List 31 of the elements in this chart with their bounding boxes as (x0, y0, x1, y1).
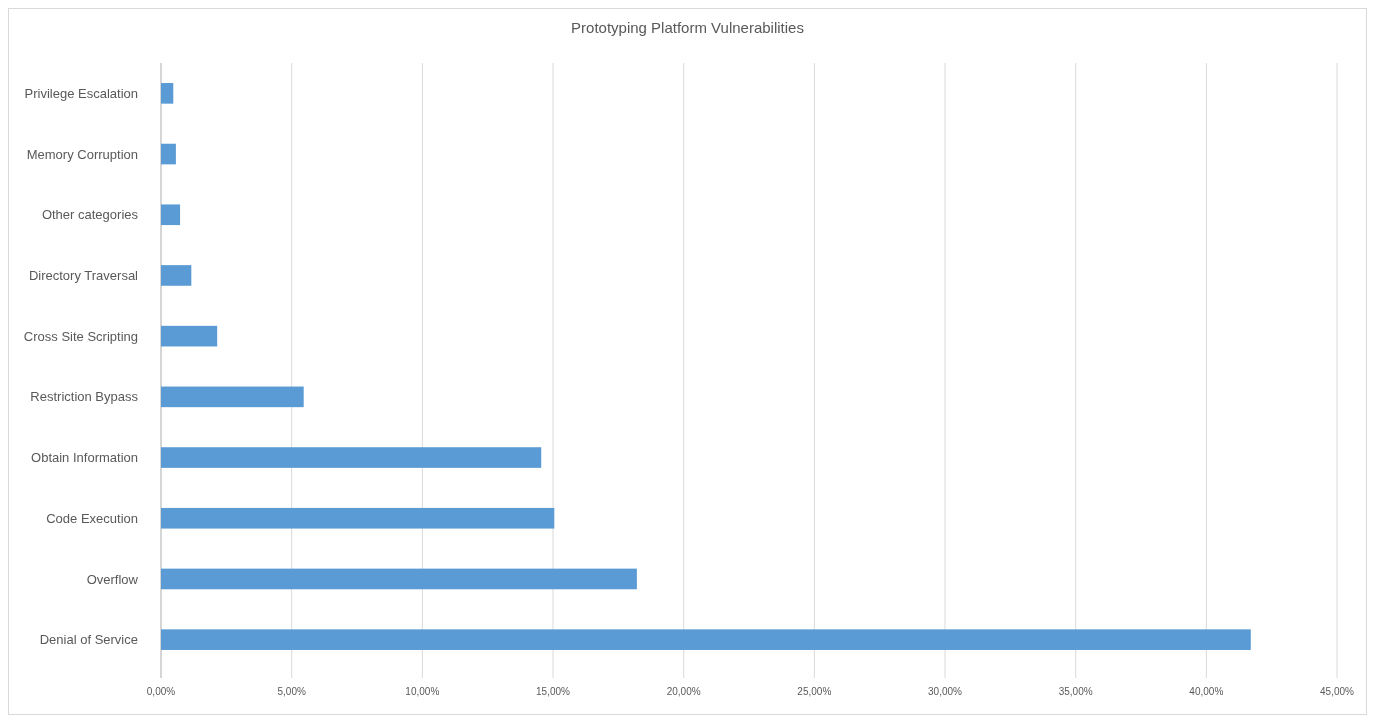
x-tick-label: 40,00% (1189, 686, 1224, 697)
y-tick-label: Obtain Information (31, 450, 138, 466)
bar (161, 447, 542, 468)
bar (161, 325, 218, 347)
y-tick-label: Overflow (86, 571, 139, 587)
x-tick-label: 10,00% (405, 686, 440, 697)
chart-title: Prototyping Platform Vulnerabilities (571, 19, 804, 36)
y-tick-label: Privilege Escalation (24, 85, 138, 101)
x-tick-label: 30,00% (928, 686, 963, 697)
x-tick-label: 35,00% (1058, 686, 1093, 697)
bar (161, 83, 174, 104)
bar (161, 507, 555, 529)
bar (161, 568, 637, 590)
x-tick-label: 25,00% (797, 686, 832, 697)
x-tick-label: 20,00% (666, 686, 701, 697)
bar (161, 204, 181, 226)
x-tick-label: 15,00% (536, 686, 571, 697)
y-tick-label: Denial of Service (39, 632, 138, 648)
y-tick-label: Directory Traversal (28, 268, 139, 283)
x-tick-label: 0,00% (146, 686, 176, 697)
bar (161, 143, 176, 165)
bar (161, 265, 192, 286)
y-tick-label: Restriction Bypass (30, 389, 139, 405)
y-tick-label: Code Execution (46, 510, 138, 526)
bar (161, 386, 304, 408)
bar (161, 629, 1251, 650)
y-tick-label: Other categories (41, 207, 139, 223)
x-tick-label: 45,00% (1320, 686, 1355, 697)
y-tick-label: Memory Corruption (26, 146, 138, 162)
y-tick-label: Cross Site Scripting (23, 328, 138, 344)
x-tick-label: 5,00% (277, 686, 306, 697)
